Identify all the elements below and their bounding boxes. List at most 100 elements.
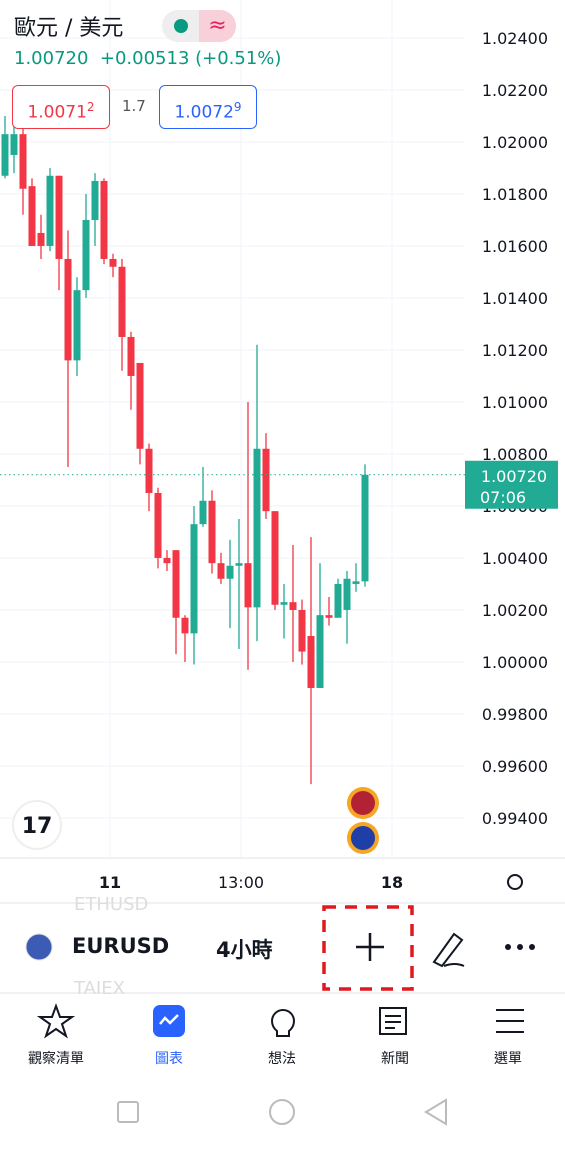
nav-item[interactable]: 想法 — [268, 1051, 296, 1067]
sys-back[interactable] — [424, 1098, 447, 1126]
nav-icon — [379, 1007, 407, 1035]
delayed-icon: ≈ — [199, 10, 236, 42]
candle-body — [37, 232, 45, 246]
highlight-box — [322, 905, 414, 991]
symbol-flag — [25, 933, 53, 961]
candle-body — [19, 134, 27, 189]
candle-body — [109, 258, 117, 267]
candle-body — [289, 602, 297, 610]
candle-body — [10, 134, 18, 155]
spread: 1.7 — [122, 97, 146, 115]
next-symbol: TAIEX — [74, 978, 125, 999]
price-line: 1.00720 +0.00513 (+0.51%) — [14, 48, 281, 69]
y-tick-label: 1.00000 — [482, 653, 548, 672]
nav-icon — [496, 1009, 524, 1033]
nav-item[interactable]: 觀察清單 — [28, 1051, 84, 1067]
candle-body — [199, 500, 207, 525]
candle-body — [172, 550, 180, 618]
more-dot[interactable] — [517, 944, 523, 950]
candle-body — [1, 134, 9, 176]
last-price: 1.00720 — [14, 48, 89, 69]
nav-item[interactable]: 新聞 — [381, 1051, 409, 1067]
y-tick-label: 1.01200 — [482, 341, 548, 360]
prev-symbol: ETHUSD — [74, 894, 149, 915]
ask-price: 1.0072 — [174, 102, 234, 123]
nav-item[interactable]: 圖表 — [155, 1051, 183, 1067]
ask-button[interactable]: 1.00729 — [159, 85, 257, 129]
candle-body — [190, 524, 198, 634]
add-button[interactable] — [356, 933, 384, 961]
candle-body — [154, 492, 162, 558]
toolbar-symbol[interactable]: EURUSD — [72, 934, 170, 958]
x-tick-label: 13:00 — [218, 873, 264, 892]
symbol-name[interactable]: 歐元 / 美元 — [14, 16, 124, 41]
candle-body — [28, 186, 36, 246]
candle-body — [262, 448, 270, 512]
x-tick-label: 18 — [381, 873, 403, 892]
nav-icon — [270, 1009, 296, 1037]
bid-price: 1.0071 — [27, 102, 87, 123]
y-tick-label: 1.00200 — [482, 601, 548, 620]
bid-pip: 2 — [86, 100, 95, 114]
y-tick-label: 1.01800 — [482, 185, 548, 204]
tv-logo — [12, 800, 62, 850]
candle-body — [334, 583, 342, 618]
nav-item[interactable]: 選單 — [494, 1051, 522, 1067]
interval[interactable]: 4小時 — [216, 938, 273, 962]
candle-body — [46, 175, 54, 246]
candle-body — [136, 362, 144, 449]
y-tick-label: 1.01000 — [482, 393, 548, 412]
y-tick-label: 1.01400 — [482, 289, 548, 308]
tv-logo-mark: 17 — [22, 814, 53, 839]
y-tick-label: 1.01600 — [482, 237, 548, 256]
candle-body — [82, 219, 90, 291]
candle-body — [163, 557, 171, 564]
y-tick-label: 0.99800 — [482, 705, 548, 724]
sys-home[interactable] — [269, 1099, 295, 1125]
candle-body — [244, 563, 252, 608]
market-open-dot — [174, 19, 188, 33]
candle-body — [55, 175, 63, 259]
last-price-box — [465, 460, 558, 509]
sys-recent[interactable] — [117, 1101, 139, 1123]
more-dot[interactable] — [505, 944, 511, 950]
y-tick-label: 0.99600 — [482, 757, 548, 776]
last-price-label: 1.00720 — [481, 467, 547, 486]
y-tick-label: 1.02400 — [482, 29, 548, 48]
theme-toggle[interactable] — [507, 874, 523, 890]
candle-body — [127, 336, 135, 376]
nav-icon-glyph — [159, 1014, 179, 1025]
countdown: 07:06 — [480, 488, 526, 507]
candle-body — [118, 266, 126, 337]
nav-icon — [36, 1003, 76, 1039]
status-pill[interactable]: ≈ — [162, 10, 236, 42]
candle-body — [226, 565, 234, 579]
bid-button[interactable]: 1.00712 — [12, 85, 110, 129]
more-dot[interactable] — [529, 944, 535, 950]
candle-body — [361, 474, 369, 582]
price-change: +0.00513 (+0.51%) — [99, 48, 282, 69]
draw-button[interactable] — [432, 932, 465, 968]
candle-body — [316, 615, 324, 688]
candle-body — [343, 578, 351, 610]
candle-body — [280, 602, 288, 605]
candle-body — [181, 617, 189, 634]
candle-body — [100, 180, 108, 259]
y-tick-label: 1.00400 — [482, 549, 548, 568]
y-tick-label: 1.02000 — [482, 133, 548, 152]
candle-body — [325, 615, 333, 618]
x-tick-label: 11 — [99, 873, 121, 892]
y-tick-label: 1.02200 — [482, 81, 548, 100]
event-flag-inner — [351, 826, 375, 850]
candle-body — [271, 511, 279, 605]
candle-body — [217, 563, 225, 579]
candle-body — [145, 448, 153, 493]
candle-body — [307, 635, 315, 688]
event-flag-inner — [351, 791, 375, 815]
candle-body — [91, 180, 99, 220]
y-tick-label: 1.00800 — [482, 445, 548, 464]
candle-body — [352, 581, 360, 584]
ask-pip: 9 — [233, 100, 242, 114]
